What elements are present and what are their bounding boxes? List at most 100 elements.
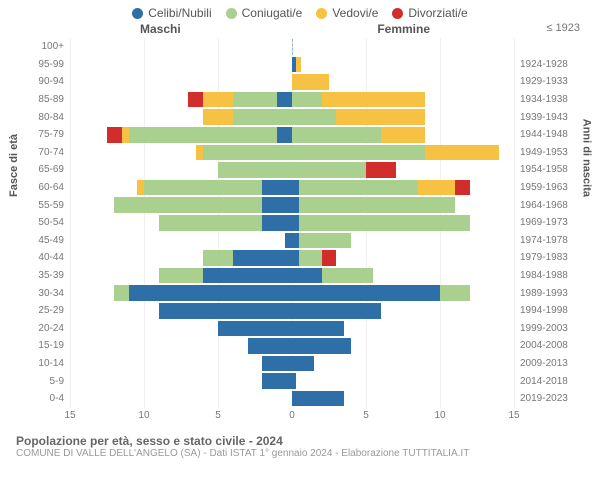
male-bar [70,180,292,196]
bar-segment [159,303,292,319]
age-row: 40-441979-1983 [20,249,580,267]
age-row: 80-841939-1943 [20,108,580,126]
bar-segment [188,92,203,108]
birth-label: 1979-1983 [520,252,580,263]
birth-label: 1954-1958 [520,164,580,175]
bar-segment [262,373,292,389]
birth-label: 1949-1953 [520,147,580,158]
age-label: 95-99 [20,59,64,70]
bar-segment [292,145,425,161]
bar-segment [233,92,277,108]
female-bar [292,57,514,73]
y-axis-right-title: Anni di nascita [580,119,592,197]
age-row: 10-14 2009-2013 [20,355,580,373]
age-label: 25-29 [20,305,64,316]
age-row: 85-891934-1938 [20,91,580,109]
bar-segment [262,215,292,231]
bar-segment [292,74,329,90]
birth-label: 1989-1993 [520,288,580,299]
legend: Celibi/NubiliConiugati/eVedovi/eDivorzia… [0,0,600,22]
female-bar [292,303,514,319]
bar-segment [299,180,417,196]
birth-label: 1994-1998 [520,305,580,316]
bar-segment [277,92,292,108]
bar-zone [70,215,514,231]
x-tick: 10 [138,410,149,421]
age-row: 65-691954-1958 [20,161,580,179]
bar-segment [159,215,263,231]
bar-segment [292,321,344,337]
x-tick: 5 [215,410,221,421]
age-label: 90-94 [20,76,64,87]
male-bar [70,74,292,90]
female-bar [292,250,514,266]
age-row: 20-241999-2003 [20,320,580,338]
age-row: 5-92014-2018 [20,372,580,390]
bar-segment [292,391,344,407]
x-tick: 15 [508,410,519,421]
bar-segment [292,356,314,372]
male-bar [70,92,292,108]
bar-segment [292,180,299,196]
birth-label: 2009-2013 [520,358,580,369]
bar-zone [70,162,514,178]
bar-zone [70,391,514,407]
birth-label: 1939-1943 [520,112,580,123]
male-bar [70,39,292,55]
male-bar [70,391,292,407]
male-bar [70,57,292,73]
bar-segment [292,338,351,354]
female-bar [292,391,514,407]
age-row: 55-591964-1968 [20,196,580,214]
age-label: 70-74 [20,147,64,158]
male-bar [70,162,292,178]
female-bar [292,197,514,213]
legend-item: Celibi/Nubili [132,6,211,20]
age-label: 10-14 [20,358,64,369]
y-axis-left-title: Fasce di età [8,134,20,197]
age-label: 100+ [20,41,64,52]
female-bar [292,321,514,337]
bar-segment [366,162,396,178]
x-tick: 15 [64,410,75,421]
bar-zone [70,250,514,266]
birth-label: 1974-1978 [520,235,580,246]
bar-segment [203,109,233,125]
bar-zone [70,127,514,143]
male-bar [70,250,292,266]
bar-segment [277,127,292,143]
bar-segment [292,162,366,178]
bar-segment [322,268,374,284]
age-row: 70-74 1949-1953 [20,144,580,162]
legend-item: Divorziati/e [392,6,467,20]
male-bar [70,215,292,231]
legend-item: Coniugati/e [226,6,303,20]
bar-segment [292,285,440,301]
male-bar [70,268,292,284]
age-label: 15-19 [20,340,64,351]
bar-segment [218,321,292,337]
bar-zone [70,233,514,249]
bar-segment [322,250,337,266]
bar-zone [70,268,514,284]
bar-zone [70,197,514,213]
bar-segment [292,127,381,143]
bar-segment [299,197,454,213]
bar-segment [455,180,470,196]
birth-label: 1929-1933 [520,76,580,87]
age-label: 75-79 [20,129,64,140]
bar-segment [336,109,425,125]
bar-segment [292,268,322,284]
bar-segment [299,250,321,266]
bar-segment [129,285,292,301]
female-bar [292,127,514,143]
female-bar [292,74,514,90]
legend-swatch [132,8,143,19]
bar-segment [114,197,262,213]
bar-zone [70,74,514,90]
birth-label: 1934-1938 [520,94,580,105]
female-bar [292,180,514,196]
male-bar [70,303,292,319]
age-label: 0-4 [20,393,64,404]
bar-segment [218,162,292,178]
